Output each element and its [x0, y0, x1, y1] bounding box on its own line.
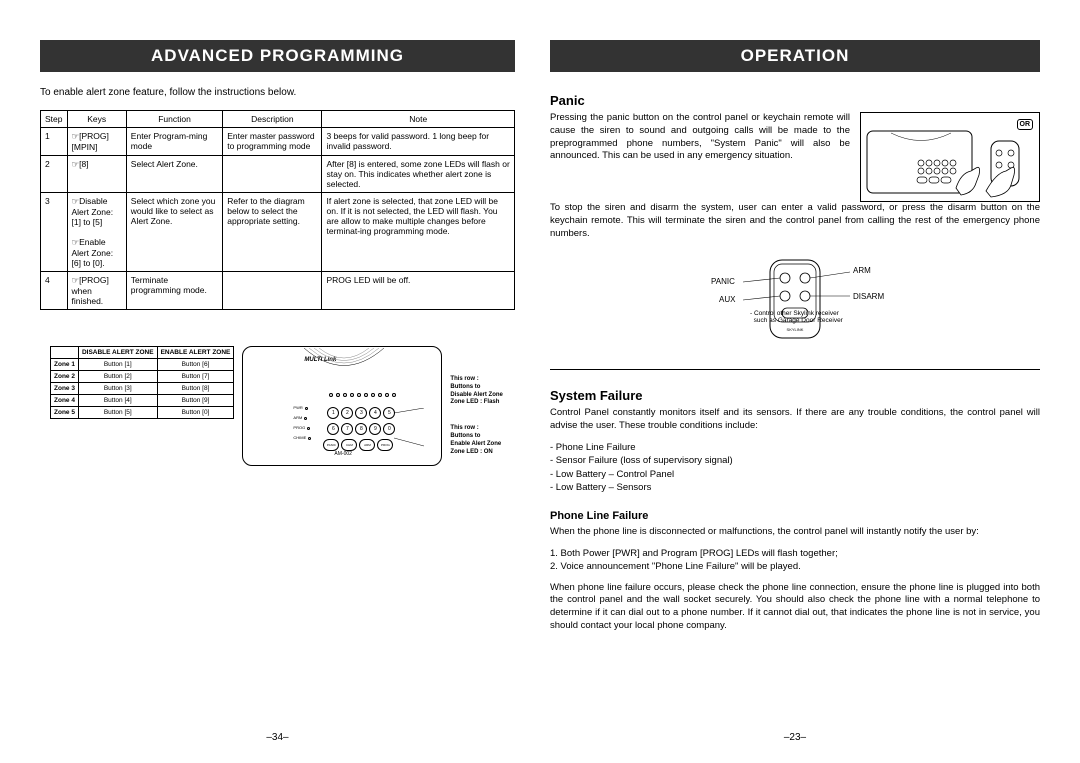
zone-col-disable: DISABLE ALERT ZONE	[78, 347, 157, 359]
cell: Zone 5	[51, 407, 79, 419]
label-disarm: DISARM	[853, 292, 884, 301]
table-row: 3 ☞Disable Alert Zone: [1] to [5] ☞Enabl…	[41, 193, 515, 272]
cell: Button [9]	[157, 395, 234, 407]
intro-text: To enable alert zone feature, follow the…	[40, 87, 515, 98]
panic-illustration: OR	[860, 112, 1040, 202]
cell: Zone 3	[51, 383, 79, 395]
cell: Select which zone you would like to sele…	[126, 193, 222, 272]
col-function: Function	[126, 111, 222, 128]
sysfail-list: - Phone Line Failure - Sensor Failure (l…	[550, 441, 1040, 494]
keypad-row-1: 12345	[327, 407, 395, 419]
page-number-left: –34–	[40, 722, 515, 743]
cell: 4	[41, 272, 68, 310]
status-leds: PWR ARM PROG CHIME	[293, 403, 311, 443]
sysfail-heading: System Failure	[550, 388, 1040, 403]
plf-paragraph-1: When the phone line is disconnected or m…	[550, 526, 1040, 539]
cell: ☞Disable Alert Zone: [1] to [5] ☞Enable …	[67, 193, 126, 272]
svg-text:SKYLINK: SKYLINK	[787, 327, 804, 332]
cell: Button [6]	[157, 359, 234, 371]
table-row: 2 ☞[8] Select Alert Zone. After [8] is e…	[41, 156, 515, 193]
cell: Button [8]	[157, 383, 234, 395]
cell: 3 beeps for valid password. 1 long beep …	[322, 128, 515, 156]
annotation-disable: This row : Buttons to Disable Alert Zone…	[450, 376, 502, 407]
label-aux: AUX	[719, 295, 735, 304]
cell: Refer to the diagram below to select the…	[223, 193, 322, 272]
remote-note: - Control other Skylink receiver such as…	[750, 310, 843, 324]
cell: Enter Program-ming mode	[126, 128, 222, 156]
label-panic: PANIC	[711, 277, 735, 286]
section-header-right: OPERATION	[550, 40, 1040, 72]
control-panel-diagram: MULTI Link PWR ARM PROG CHIME	[242, 346, 442, 466]
callout-lines	[394, 408, 424, 448]
cell: PROG LED will be off.	[322, 272, 515, 310]
col-keys: Keys	[67, 111, 126, 128]
annotation-enable: This row : Buttons to Enable Alert Zone …	[450, 425, 502, 456]
or-badge: OR	[1017, 119, 1034, 130]
cell: Enter master password to programming mod…	[223, 128, 322, 156]
col-note: Note	[322, 111, 515, 128]
keypad-row-3: PANIC CHM ARM PROG	[323, 439, 393, 451]
cell	[223, 272, 322, 310]
cell: Zone 4	[51, 395, 79, 407]
plf-list: 1. Both Power [PWR] and Program [PROG] L…	[550, 547, 1040, 574]
speaker-icon	[304, 348, 384, 388]
cell: After [8] is entered, some zone LEDs wil…	[322, 156, 515, 193]
cell: Button [5]	[78, 407, 157, 419]
page-number-right: –23–	[550, 722, 1040, 743]
cell: Button [7]	[157, 371, 234, 383]
cell: Button [2]	[78, 371, 157, 383]
cell: Button [4]	[78, 395, 157, 407]
remote-diagram: SKYLINK ARM DISARM PANIC AUX - Control o…	[655, 252, 935, 347]
steps-table: Step Keys Function Description Note 1 ☞[…	[40, 110, 515, 310]
cell: If alert zone is selected, that zone LED…	[322, 193, 515, 272]
keypad-row-2: 67890	[327, 423, 395, 435]
panic-paragraph-2: To stop the siren and disarm the system,…	[550, 202, 1040, 240]
cell: ☞[8]	[67, 156, 126, 193]
sysfail-paragraph: Control Panel constantly monitors itself…	[550, 407, 1040, 433]
cell	[223, 156, 322, 193]
divider	[550, 369, 1040, 370]
cell: Button [3]	[78, 383, 157, 395]
cell: Zone 2	[51, 371, 79, 383]
plf-heading: Phone Line Failure	[550, 510, 1040, 522]
cell: Select Alert Zone.	[126, 156, 222, 193]
cell: Button [0]	[157, 407, 234, 419]
panel-model: AM-002	[334, 451, 352, 457]
zone-col-enable: ENABLE ALERT ZONE	[157, 347, 234, 359]
cell: ☞[PROG] [MPIN]	[67, 128, 126, 156]
cell: 3	[41, 193, 68, 272]
cell: ☞[PROG] when finished.	[67, 272, 126, 310]
panic-paragraph-1: Pressing the panic button on the control…	[550, 112, 850, 163]
zone-button-table: DISABLE ALERT ZONE ENABLE ALERT ZONE Zon…	[50, 346, 234, 419]
table-row: 4 ☞[PROG] when finished. Terminate progr…	[41, 272, 515, 310]
panic-heading: Panic	[550, 93, 1040, 108]
zone-leds	[329, 393, 396, 397]
cell: Terminate programming mode.	[126, 272, 222, 310]
cell: Zone 1	[51, 359, 79, 371]
label-arm: ARM	[853, 266, 871, 275]
section-header-left: ADVANCED PROGRAMMING	[40, 40, 515, 72]
col-step: Step	[41, 111, 68, 128]
plf-paragraph-2: When phone line failure occurs, please c…	[550, 582, 1040, 633]
cell: 2	[41, 156, 68, 193]
col-description: Description	[223, 111, 322, 128]
cell: Button [1]	[78, 359, 157, 371]
table-row: 1 ☞[PROG] [MPIN] Enter Program-ming mode…	[41, 128, 515, 156]
cell: 1	[41, 128, 68, 156]
